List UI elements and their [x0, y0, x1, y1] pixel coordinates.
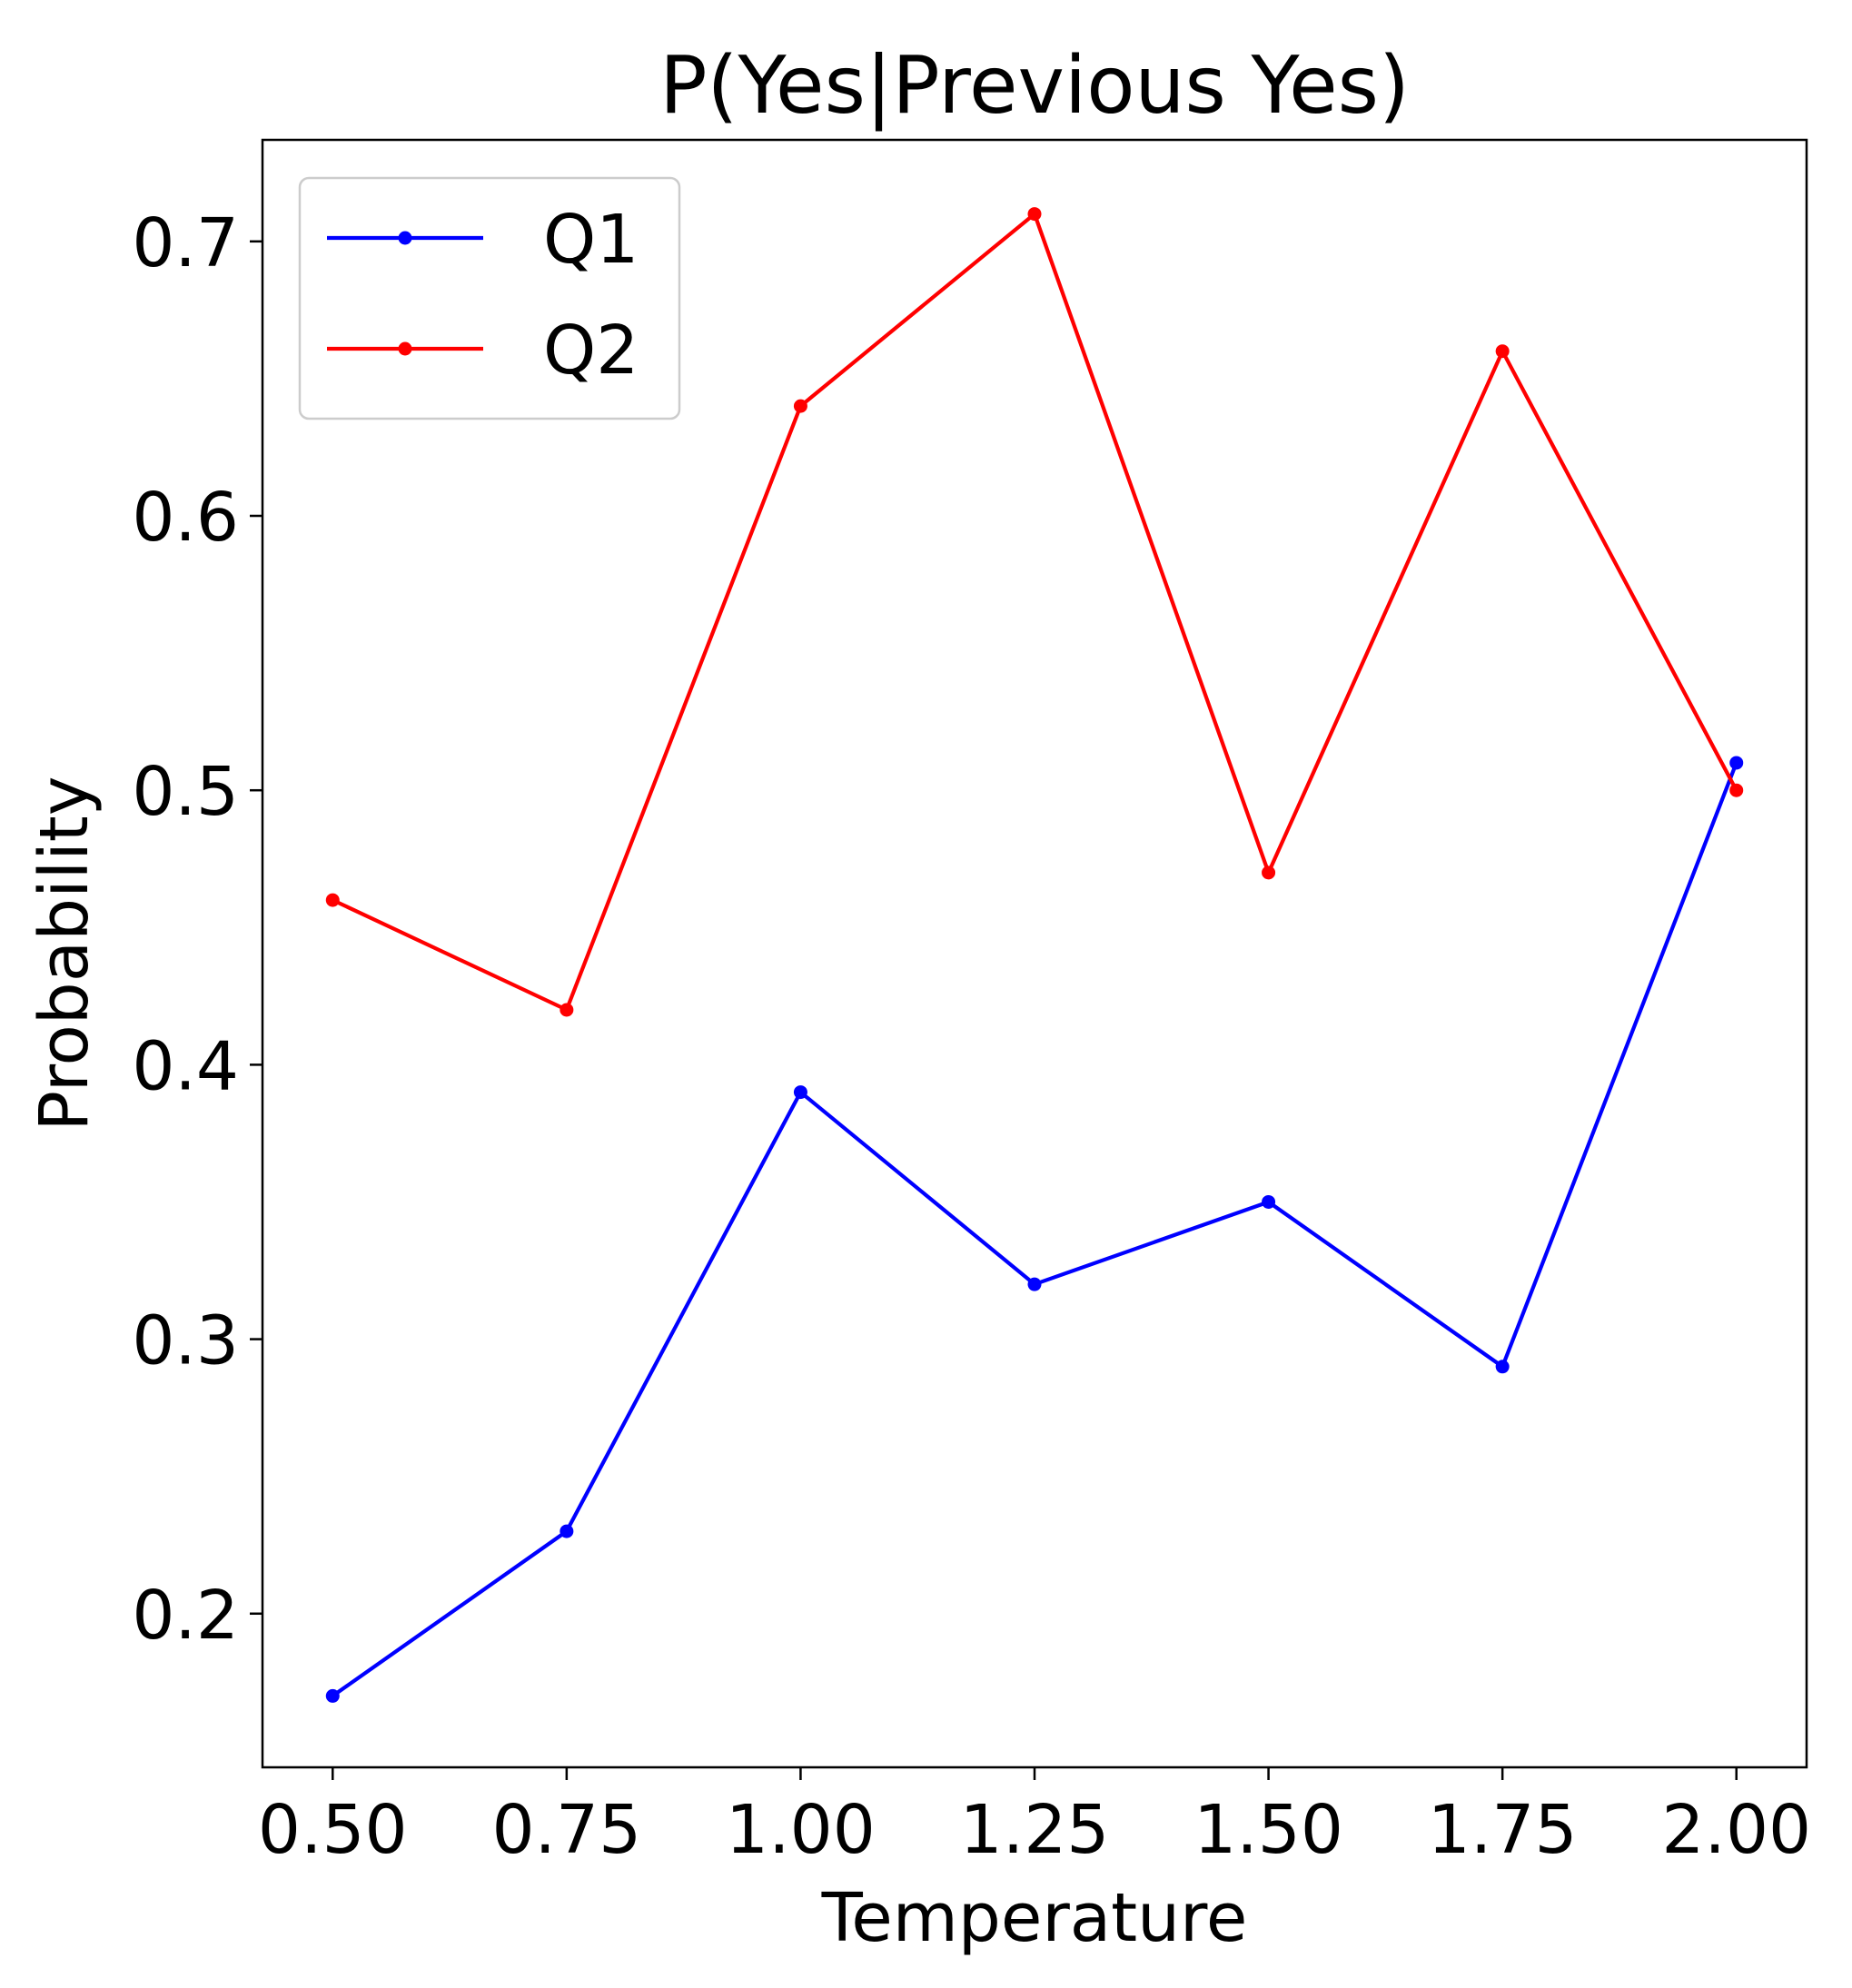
x-axis-ticks: 0.50 0.75 1.00 1.25 1.50 1.75 2.00 [258, 1767, 1811, 1869]
legend-label-q2: Q2 [543, 312, 639, 390]
x-tick-label: 1.50 [1193, 1791, 1343, 1869]
data-point-q1 [1729, 756, 1744, 770]
y-tick-label: 0.7 [132, 204, 239, 282]
legend-marker-q1 [398, 231, 412, 245]
data-point-q2 [1027, 207, 1042, 222]
y-tick-label: 0.2 [132, 1577, 239, 1655]
data-point-q2 [793, 399, 807, 413]
data-point-q2 [1262, 865, 1276, 880]
data-point-q1 [325, 1688, 340, 1703]
data-point-q2 [325, 893, 340, 907]
x-tick-label: 2.00 [1661, 1791, 1811, 1869]
y-axis-ticks: 0.2 0.3 0.4 0.5 0.6 0.7 [132, 204, 262, 1655]
x-tick-label: 1.75 [1428, 1791, 1578, 1869]
x-tick-label: 0.50 [258, 1791, 408, 1869]
y-tick-label: 0.3 [132, 1302, 239, 1380]
data-point-q2 [1495, 344, 1510, 359]
legend-marker-q2 [398, 341, 412, 356]
x-tick-label: 1.25 [960, 1791, 1110, 1869]
x-tick-label: 0.75 [491, 1791, 641, 1869]
x-axis-label: Temperature [821, 1879, 1248, 1957]
data-point-q1 [1495, 1360, 1510, 1374]
plot-area-frame [261, 138, 1808, 1769]
data-point-q2 [1729, 783, 1744, 797]
data-point-q1 [793, 1085, 807, 1100]
legend-label-q1: Q1 [543, 201, 639, 279]
y-tick-label: 0.5 [132, 753, 239, 831]
data-point-q1 [560, 1524, 574, 1538]
x-tick-label: 1.00 [726, 1791, 876, 1869]
y-axis-label: Probability [25, 776, 104, 1131]
data-point-q2 [560, 1003, 574, 1017]
y-tick-label: 0.4 [132, 1027, 239, 1105]
chart-title: P(Yes|Previous Yes) [659, 39, 1410, 133]
data-point-q1 [1262, 1194, 1276, 1209]
y-tick-label: 0.6 [132, 479, 239, 557]
data-point-q1 [1027, 1277, 1042, 1291]
series-layer [325, 207, 1744, 1703]
